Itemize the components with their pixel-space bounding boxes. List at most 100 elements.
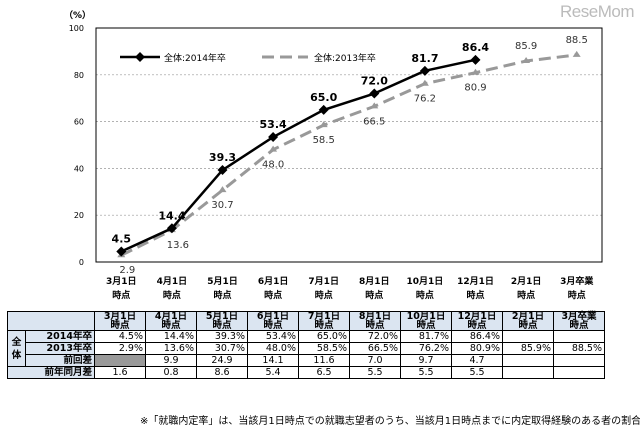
x-tick-label: 時点: [112, 289, 130, 301]
table-cell: 58.5%: [298, 342, 350, 355]
data-label-2014: 39.3: [209, 151, 236, 164]
x-tick-label: 時点: [315, 289, 333, 301]
footnote: ※「就職内定率」は、当該月1日時点での就職志望者のうち、当該月1日時点までに内定…: [140, 416, 640, 427]
column-header: 6月1日 時点: [247, 311, 299, 331]
data-point-2013: [572, 50, 581, 57]
table-cell: 7.0: [349, 354, 401, 367]
table-row: 前回差 9.9 24.9 14.1 11.6 7.0 9.7 4.7: [8, 354, 605, 367]
data-point-2014: [116, 246, 127, 257]
table-cell: [553, 354, 605, 367]
x-tick-label: 4月1日: [157, 276, 188, 287]
data-point-2014: [217, 165, 228, 176]
row-label: 2014年卒: [25, 330, 95, 343]
table-cell: 11.6: [298, 354, 350, 367]
table-cell: 4.7: [451, 354, 503, 367]
table-cell: 5.5: [349, 366, 401, 379]
data-label-2014: 14.4: [158, 209, 185, 222]
table-cell: 1.6: [94, 366, 146, 379]
x-tick-label: 時点: [466, 289, 484, 301]
y-tick-label: 40: [74, 164, 84, 173]
table-cell: 24.9: [196, 354, 248, 367]
row-label: 前年同月差: [7, 366, 95, 379]
y-tick-label: 80: [74, 71, 84, 80]
data-label-2014: 65.0: [310, 91, 337, 104]
table-cell: 88.5%: [553, 342, 605, 355]
table-cell: [553, 366, 605, 379]
table-cell: [94, 354, 146, 367]
table-cell: 14.4%: [145, 330, 197, 343]
column-header: 3月卒業 時点: [553, 311, 605, 331]
column-header: 3月1日 時点: [94, 311, 146, 331]
data-label-2013: 2.9: [119, 265, 135, 276]
table-cell: 6.5: [298, 366, 350, 379]
data-label-2014: 86.4: [462, 41, 489, 54]
x-tick-label: 時点: [163, 289, 181, 301]
logo: ReseMom: [560, 2, 634, 21]
legend-marker-2014: [135, 52, 145, 62]
data-point-2014: [470, 54, 481, 65]
data-label-2014: 4.5: [112, 232, 132, 245]
column-header: 7月1日 時点: [298, 311, 350, 331]
table-cell: [502, 330, 554, 343]
table-cell: 80.9%: [451, 342, 503, 355]
column-header: 12月1日 時点: [451, 311, 503, 331]
table-cell: [553, 330, 605, 343]
series-line-2014: [120, 58, 476, 253]
table-cell: 5.5: [451, 366, 503, 379]
x-tick-label: 10月1日: [407, 276, 444, 287]
data-point-2013: [420, 79, 429, 86]
data-point-2013: [522, 56, 531, 63]
y-tick-label: 100: [69, 24, 84, 33]
y-tick-label: 0: [79, 258, 84, 267]
data-label-2013: 85.9: [515, 41, 537, 52]
data-point-2014: [419, 65, 430, 76]
x-tick-label: 2月1日: [511, 276, 542, 287]
y-tick-label: 60: [74, 118, 84, 127]
x-tick-label: 時点: [365, 289, 383, 301]
table-cell: 5.5: [400, 366, 452, 379]
data-point-2013: [218, 186, 227, 193]
x-tick-label: 時点: [213, 289, 231, 301]
table-cell: 0.8: [145, 366, 197, 379]
table-row: 全体 2014年卒 4.5% 14.4% 39.3% 53.4% 65.0% 72.0% 81.…: [7, 330, 605, 367]
column-header: 8月1日 時点: [349, 311, 401, 331]
table-cell: [502, 354, 554, 367]
table-cell: 65.0%: [298, 330, 350, 343]
data-label-2013: 13.6: [167, 240, 189, 251]
data-label-2013: 80.9: [464, 83, 486, 94]
table-cell: 13.6%: [145, 342, 197, 355]
table-cell: 48.0%: [247, 342, 299, 355]
table-row: 2013年卒 2.9% 13.6% 30.7% 48.0% 58.5% 66.5% 76.2%…: [8, 342, 605, 355]
x-tick-label: 3月1日: [106, 276, 137, 287]
table-row: 前年同月差 1.6 0.8 8.6 5.4 6.5 5.5 5.5 5.5: [7, 366, 605, 379]
data-point-2013: [269, 145, 278, 152]
legend-label-2013: 全体:2013年卒: [314, 52, 376, 64]
row-label: 2013年卒: [25, 342, 95, 355]
y-tick-label: 20: [74, 211, 84, 220]
row-label: 前回差: [25, 354, 95, 367]
x-tick-label: 時点: [517, 289, 535, 301]
corner-cell: [7, 311, 95, 331]
data-label-2014: 72.0: [361, 75, 388, 88]
y-axis-label: （%）: [64, 10, 91, 21]
plot-area: [95, 27, 603, 263]
header-row: 3月1日 時点 4月1日 時点 5月1日 時点 6月1日 時点 7月1日 時点 8月1日 時点 10月1…: [7, 311, 605, 331]
group-label: 全体: [7, 330, 26, 367]
table-cell: 76.2%: [400, 342, 452, 355]
data-label-2014: 81.7: [411, 52, 438, 65]
table-cell: 53.4%: [247, 330, 299, 343]
data-point-2013: [319, 121, 328, 128]
table-cell: 9.7: [400, 354, 452, 367]
x-tick-label: 5月1日: [207, 276, 238, 287]
column-header: 2月1日 時点: [502, 311, 554, 331]
data-point-2014: [268, 132, 279, 143]
data-label-2014: 53.4: [260, 118, 287, 131]
table-cell: 81.7%: [400, 330, 452, 343]
data-label-2013: 58.5: [313, 135, 335, 146]
table-cell: 14.1: [247, 354, 299, 367]
legend-label-2014: 全体:2014年卒: [164, 52, 226, 64]
x-tick-label: 7月1日: [308, 276, 339, 287]
series-line-2013: [120, 53, 577, 257]
data-point-2013: [370, 102, 379, 109]
